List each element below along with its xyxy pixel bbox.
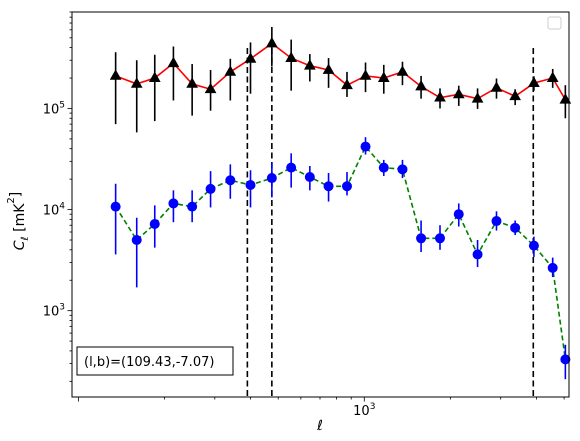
data-point-marker [416, 233, 427, 244]
series-2 [110, 137, 571, 380]
legend-box [547, 16, 562, 30]
data-point-marker [377, 71, 390, 82]
data-point-marker [149, 218, 160, 229]
data-point-marker [341, 78, 353, 90]
data-point-marker [167, 56, 180, 68]
data-point-marker [528, 76, 540, 88]
data-point-marker [224, 65, 237, 76]
data-point-marker [415, 79, 427, 91]
data-point-marker [472, 249, 483, 260]
data-point-marker [303, 59, 316, 70]
data-point-marker [204, 82, 217, 94]
data-point-marker [148, 71, 161, 82]
data-point-marker [285, 51, 298, 62]
data-point-marker [110, 201, 121, 212]
data-point-marker [187, 201, 198, 212]
data-point-marker [304, 171, 315, 182]
data-point-marker [452, 87, 465, 99]
y-tick-label: 103 [43, 303, 65, 320]
y-axis-label: Cℓ [mK2] [6, 192, 31, 251]
plot-frame [71, 11, 570, 398]
data-point-marker [471, 92, 484, 103]
data-point-marker [168, 198, 179, 209]
data-point-marker [245, 180, 256, 191]
data-point-marker [397, 164, 408, 175]
data-point-marker [510, 222, 521, 233]
data-point-marker [323, 181, 334, 192]
data-point-marker [434, 91, 446, 102]
data-point-marker [186, 77, 198, 88]
data-point-marker [528, 240, 539, 251]
y-tick-label: 104 [43, 202, 66, 219]
data-point-marker [396, 65, 409, 76]
data-point-marker [205, 183, 216, 194]
data-point-marker [225, 175, 236, 186]
axis-layer: 103 103 104 105 [43, 11, 565, 419]
data-point-marker [341, 181, 352, 192]
series-1 [109, 26, 572, 133]
data-point-marker [322, 63, 335, 74]
y-tick-label: 105 [43, 100, 65, 117]
data-point-marker [547, 262, 558, 273]
plot-layer [109, 26, 572, 397]
data-point-marker [360, 141, 371, 152]
x-axis-label: ℓ [316, 418, 323, 434]
data-point-marker [560, 354, 571, 365]
data-point-marker [266, 173, 277, 184]
data-point-marker [546, 71, 559, 82]
data-point-marker [509, 89, 521, 101]
series-line [114, 145, 567, 360]
data-point-marker [131, 235, 142, 246]
data-point-marker [130, 77, 143, 88]
data-point-marker [378, 162, 389, 173]
data-point-marker [491, 216, 502, 227]
data-point-marker [490, 81, 503, 92]
data-point-marker [559, 93, 572, 104]
annotation-text: (l,b)=(109.43,-7.07) [84, 355, 214, 370]
data-point-marker [109, 69, 122, 80]
annotation-box: (l,b)=(109.43,-7.07) [76, 346, 234, 376]
data-point-marker [453, 209, 464, 220]
data-point-marker [286, 162, 297, 173]
data-point-marker [244, 52, 257, 63]
x-tick-label: 103 [353, 402, 375, 419]
data-point-marker [359, 69, 372, 80]
data-point-marker [434, 233, 445, 244]
data-point-marker [265, 36, 278, 48]
